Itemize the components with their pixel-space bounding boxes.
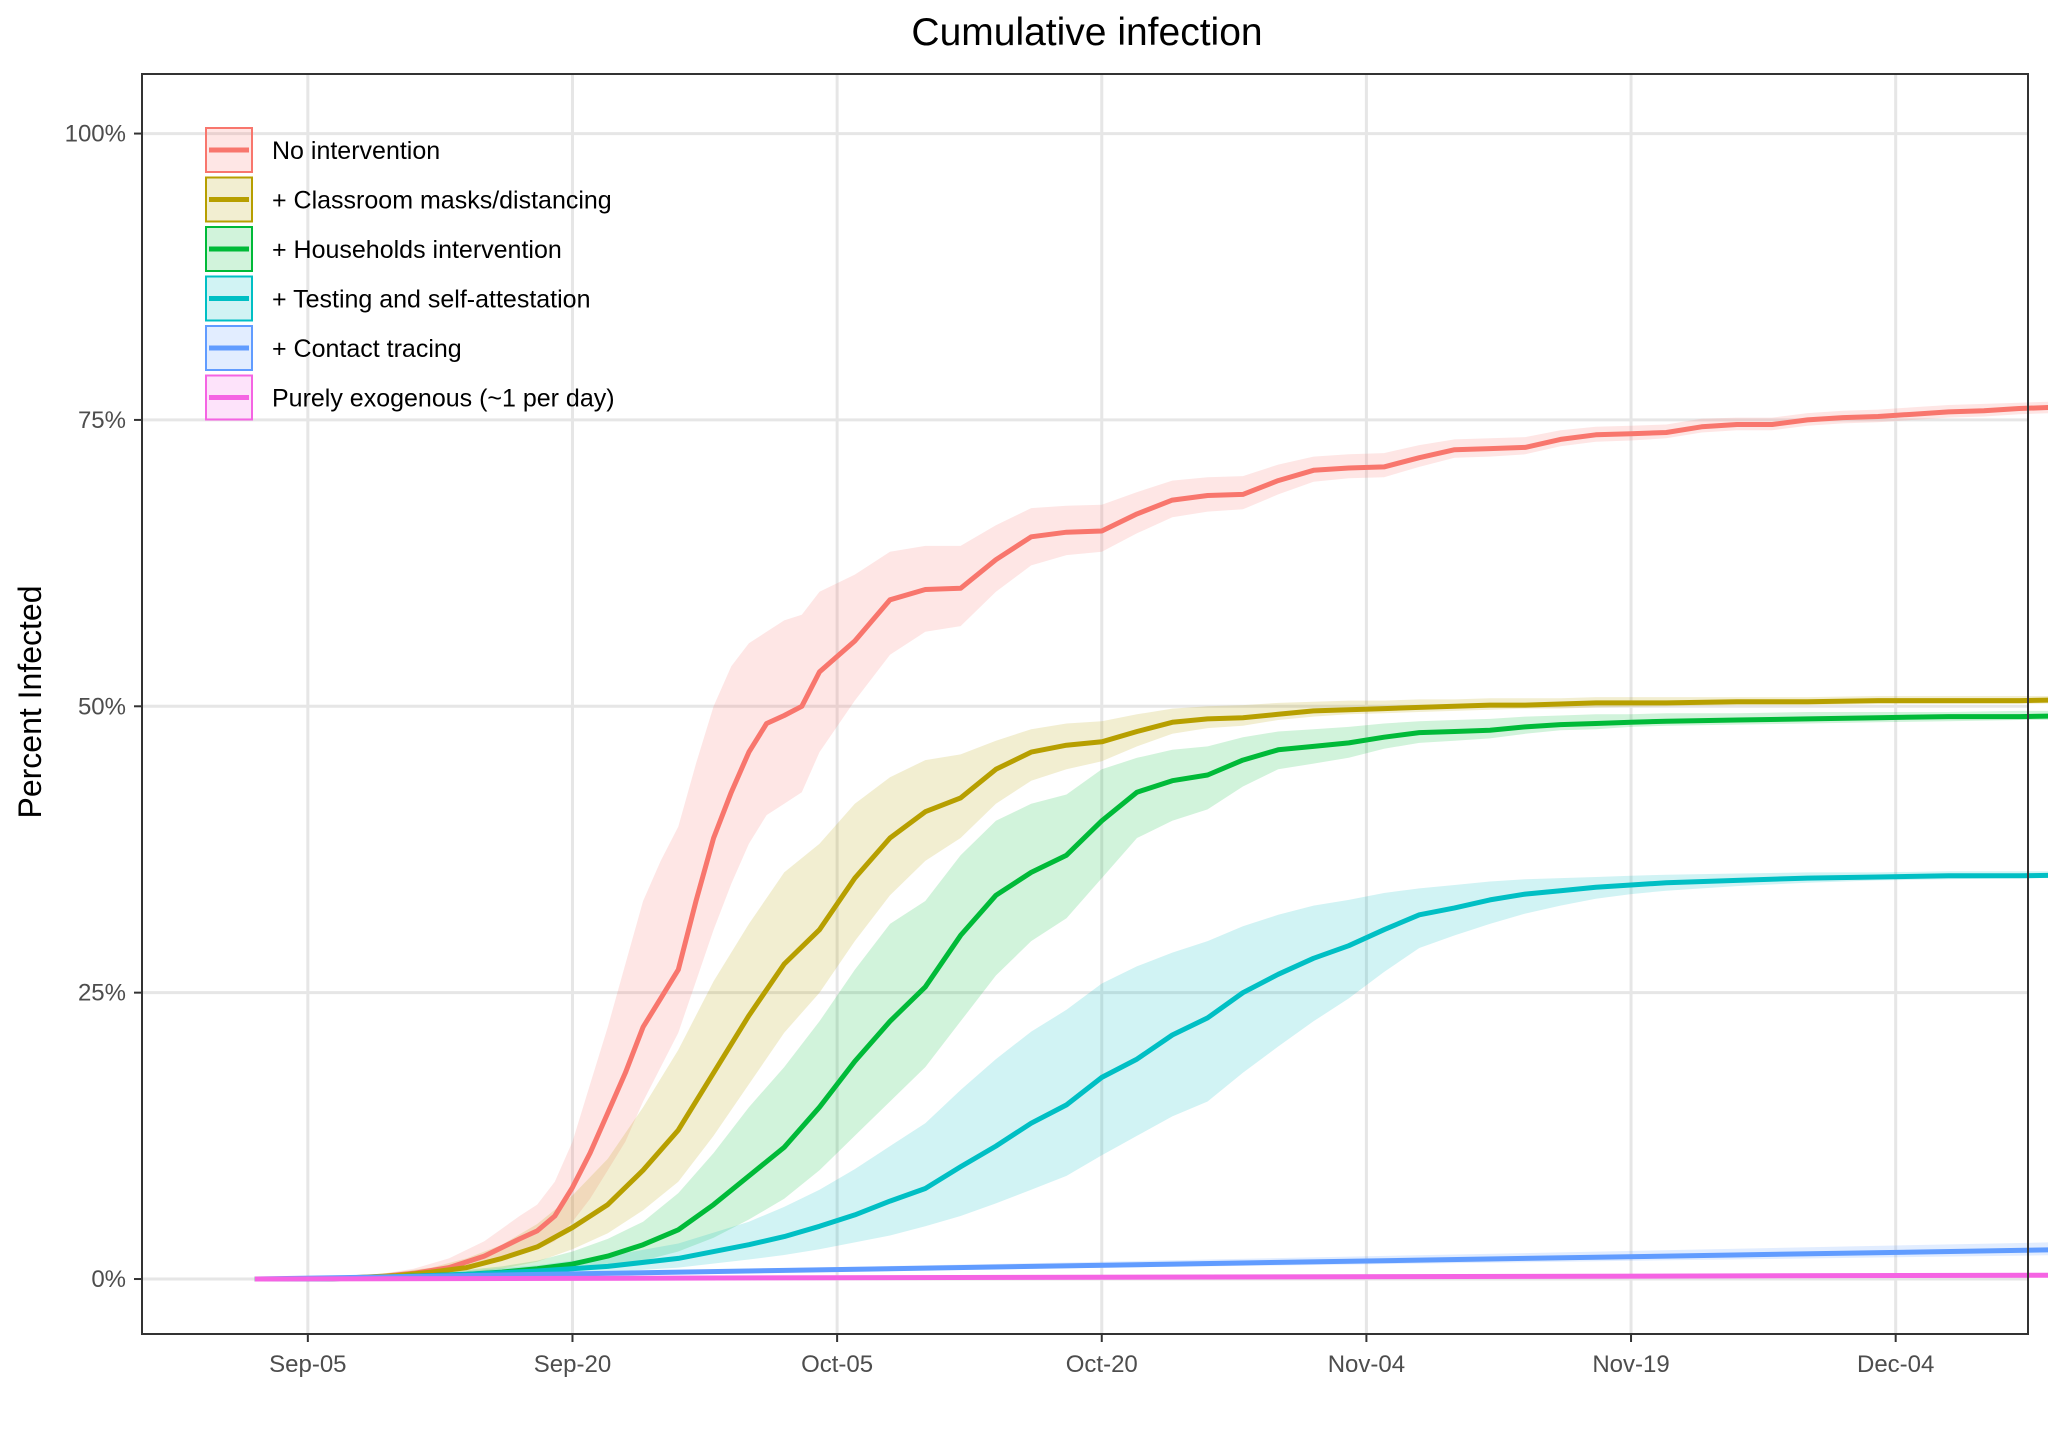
x-tick-label: Nov-04 <box>1328 1351 1405 1378</box>
legend-label: No intervention <box>272 137 440 165</box>
legend: No intervention + Classroom masks/distanc… <box>205 127 615 421</box>
x-axis-ticks: Sep-05 Sep-20 Oct-05 Oct-20 Nov-04 Nov-19 Dec-… <box>269 1334 1934 1378</box>
y-axis-label: Percent Infected <box>12 585 48 818</box>
legend-label: + Classroom masks/distancing <box>272 187 612 215</box>
series-1-line <box>254 697 2048 1282</box>
x-tick-label: Nov-19 <box>1592 1351 1669 1378</box>
y-tick-label: 25% <box>78 980 126 1007</box>
series-1-band <box>254 696 2048 1279</box>
y-tick-label: 75% <box>78 407 126 434</box>
series-4-line <box>254 1247 2048 1282</box>
x-tick-label: Sep-20 <box>534 1351 611 1378</box>
x-tick-label: Dec-04 <box>1857 1351 1934 1378</box>
series-5-line <box>254 1272 2048 1282</box>
chart-title: Cumulative infection <box>911 11 1262 54</box>
series-lines <box>254 405 2048 1282</box>
y-tick-label: 50% <box>78 693 126 720</box>
x-tick-label: Oct-05 <box>801 1351 873 1378</box>
y-tick-label: 0% <box>91 1266 126 1293</box>
series-3-band <box>254 871 2048 1279</box>
series-3-line <box>254 872 2048 1282</box>
legend-label: Purely exogenous (~1 per day) <box>272 385 615 413</box>
legend-label: + Households intervention <box>272 236 562 264</box>
y-tick-label: 100% <box>65 121 126 148</box>
series-2-band <box>254 710 2048 1279</box>
legend-label: + Testing and self-attestation <box>272 286 591 314</box>
x-tick-label: Sep-05 <box>269 1351 346 1378</box>
plot-border <box>141 73 2029 1335</box>
y-axis-ticks: 0% 25% 50% 75% 100% <box>65 121 142 1293</box>
series-2-line <box>254 713 2048 1282</box>
series-4-band <box>254 1242 2048 1279</box>
series-0-line <box>254 405 2048 1282</box>
legend-label: + Contact tracing <box>272 335 462 363</box>
x-tick-label: Oct-20 <box>1066 1351 1138 1378</box>
